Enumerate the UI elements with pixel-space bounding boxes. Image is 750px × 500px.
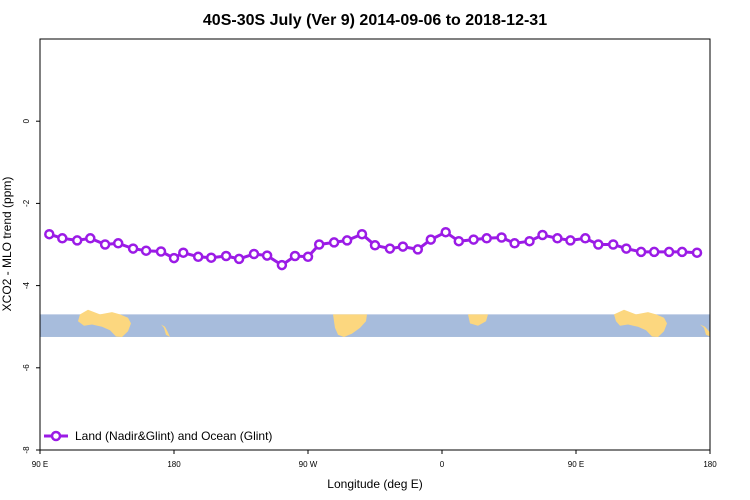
- x-axis: 90 E 180 90 W 0 90 E 180: [32, 450, 717, 469]
- australia-land-repeat: [614, 309, 667, 337]
- data-point: [481, 233, 492, 244]
- data-point: [537, 229, 548, 241]
- data-point: [635, 246, 647, 258]
- data-point: [468, 234, 479, 245]
- data-point: [580, 233, 591, 244]
- south-america-land: [333, 314, 367, 337]
- australia-land: [78, 309, 131, 337]
- data-point: [676, 246, 688, 258]
- data-point: [57, 233, 68, 244]
- x-tick-label: 180: [703, 460, 717, 469]
- data-point: [71, 235, 83, 246]
- y-tick-label: 0: [22, 118, 31, 123]
- data-point: [341, 235, 353, 246]
- plot-frame: [39, 38, 711, 451]
- data-point: [397, 241, 409, 252]
- data-point: [663, 246, 675, 258]
- y-axis-label: XCO2 - MLO trend (ppm): [0, 177, 14, 312]
- data-point: [356, 228, 368, 240]
- data-point: [127, 243, 139, 254]
- data-point: [233, 253, 245, 265]
- data-point: [384, 243, 396, 254]
- new-zealand-land-repeat: [700, 324, 710, 337]
- data-point: [302, 251, 314, 263]
- x-tick-label: 180: [167, 460, 181, 469]
- world-map-strip: [40, 309, 710, 337]
- legend-marker-swatch: [50, 430, 62, 442]
- data-point: [369, 240, 381, 251]
- data-point: [691, 247, 703, 258]
- data-point: [524, 235, 535, 247]
- x-axis-label: Longitude (deg E): [327, 477, 422, 491]
- data-point: [85, 233, 96, 244]
- x-tick-label: 90 E: [32, 460, 48, 469]
- data-point: [440, 226, 451, 238]
- data-point: [112, 238, 124, 249]
- data-point: [192, 251, 204, 263]
- data-point: [593, 239, 604, 250]
- y-tick-label: -2: [22, 199, 31, 207]
- data-point: [220, 250, 232, 262]
- ocean-band: [40, 314, 710, 337]
- legend-label: Land (Nadir&Glint) and Ocean (Glint): [75, 429, 272, 443]
- new-zealand-land: [161, 324, 170, 337]
- data-point: [425, 234, 437, 245]
- y-tick-label: -8: [22, 446, 31, 454]
- data-point: [289, 250, 301, 262]
- data-point: [155, 246, 167, 257]
- x-tick-label: 90 W: [299, 460, 318, 469]
- chart-title: 40S-30S July (Ver 9) 2014-09-06 to 2018-…: [203, 12, 547, 29]
- south-africa-land: [468, 314, 488, 326]
- data-point: [261, 250, 273, 261]
- data-point: [168, 252, 180, 264]
- y-tick-label: -4: [22, 281, 31, 289]
- data-point: [276, 259, 288, 271]
- x-tick-label: 90 E: [568, 460, 584, 469]
- data-point: [607, 239, 619, 250]
- data-point: [99, 239, 111, 250]
- data-point: [496, 232, 507, 243]
- y-axis: -8 -6 -4 -2 0: [22, 118, 40, 454]
- data-point: [140, 245, 152, 256]
- data-point: [412, 244, 424, 255]
- data-point: [328, 237, 340, 248]
- data-point: [248, 248, 260, 260]
- data-point: [648, 246, 660, 258]
- data-point: [178, 247, 189, 258]
- data-point: [565, 235, 576, 246]
- data-point: [552, 233, 563, 244]
- data-point: [44, 228, 55, 240]
- y-tick-label: -6: [22, 364, 31, 372]
- data-point: [509, 238, 520, 249]
- x-tick-label: 0: [440, 460, 445, 469]
- data-point: [453, 235, 465, 247]
- series-layer: [44, 226, 703, 271]
- data-point: [621, 243, 632, 254]
- legend: Land (Nadir&Glint) and Ocean (Glint): [44, 429, 272, 443]
- data-point: [205, 252, 217, 263]
- data-point: [313, 239, 325, 250]
